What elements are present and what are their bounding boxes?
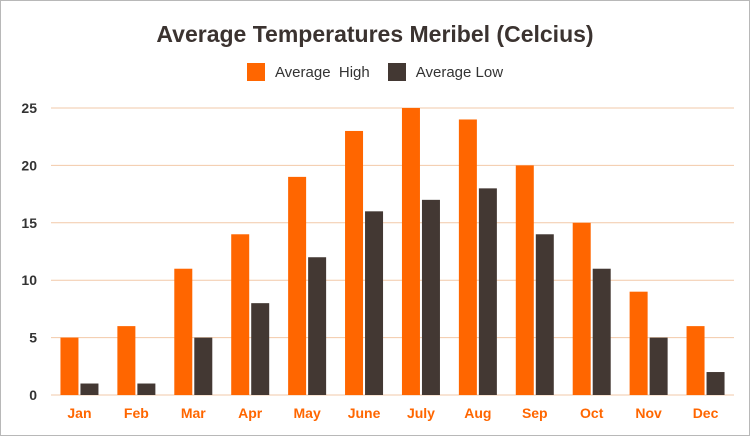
bar-average-low [137,383,156,395]
bar-average-low [478,188,497,395]
bar-average-low [308,257,327,395]
legend-item-high: Average High [246,63,370,81]
y-tick-label: 20 [21,157,37,173]
bar-average-low [535,234,554,395]
bar-average-low [80,383,99,395]
bar-average-high [629,291,648,395]
x-tick-label: Aug [464,405,491,421]
x-tick-label: Feb [124,405,149,421]
x-tick-label: Nov [635,405,662,421]
x-tick-label: May [294,405,321,421]
x-tick-label: Apr [238,405,263,421]
legend-swatch-low [387,63,406,81]
bar-average-low [706,372,725,395]
bar-average-high [60,337,79,395]
y-tick-label: 10 [21,272,37,288]
x-tick-label: Oct [580,405,604,421]
legend-swatch-high [246,63,265,81]
bar-average-high [174,268,193,395]
y-tick-label: 25 [21,100,37,116]
chart-title: Average Temperatures Meribel (Celcius) [156,21,594,47]
x-axis-labels: Jan Feb Mar Apr May June July Aug Sep Oct Nov Dec [67,405,718,421]
legend-label-low: Average Low [415,63,504,81]
y-axis-ticks: 0 5 10 15 20 25 [21,100,37,403]
bar-average-low [251,303,270,395]
bar-average-low [649,337,668,395]
x-tick-label: Jan [67,405,91,421]
bar-average-low [421,199,440,395]
y-tick-label: 15 [21,215,37,231]
bar-average-high [231,234,250,395]
x-tick-label: Dec [693,405,719,421]
bar-average-high [345,130,364,395]
x-tick-label: June [348,405,381,421]
bar-average-high [117,326,136,395]
y-tick-label: 0 [29,387,37,403]
chart-legend: Average High Average Low [1,63,749,81]
legend-label-high: Average High [274,63,370,81]
x-tick-label: Sep [522,405,548,421]
x-tick-label: July [407,405,435,421]
bar-average-high [515,165,534,395]
bars [60,108,725,395]
gridlines [51,107,734,396]
bar-average-high [686,326,705,395]
bar-average-high [401,108,420,395]
x-tick-label: Mar [181,405,206,421]
bar-average-high [572,222,591,395]
bar-average-low [592,268,611,395]
bar-average-low [194,337,213,395]
bar-average-high [458,119,477,395]
legend-item-low: Average Low [387,63,504,81]
bar-average-low [365,211,384,395]
y-tick-label: 5 [29,330,37,346]
bar-average-high [288,176,307,395]
